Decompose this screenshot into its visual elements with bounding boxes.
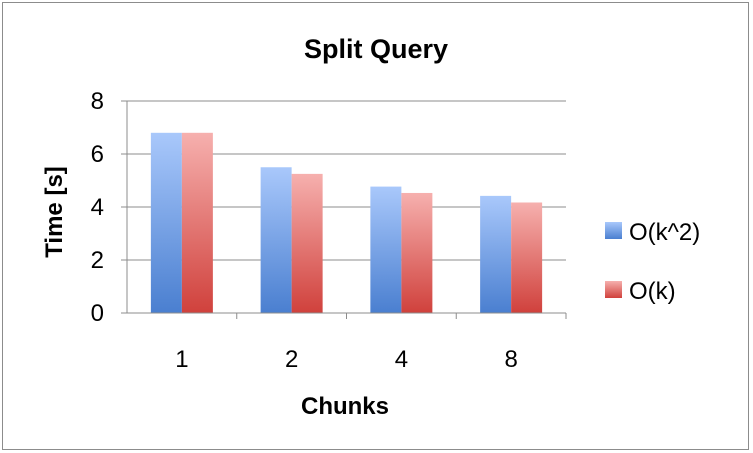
y-tick-label: 8 — [91, 88, 104, 115]
y-tick-label: 6 — [91, 141, 104, 168]
y-tick-labels: 0 2 4 6 8 — [91, 88, 104, 327]
legend-label: O(k^2) — [629, 219, 700, 246]
y-tick-label: 4 — [91, 194, 104, 221]
x-axis-title: Chunks — [301, 393, 389, 420]
x-tick-labels: 1 2 4 8 — [175, 346, 518, 373]
y-tick-label: 2 — [91, 247, 104, 274]
bars — [150, 132, 543, 313]
x-tick-label: 1 — [175, 346, 188, 373]
axes — [121, 100, 567, 319]
y-axis-title: Time [s] — [41, 166, 68, 258]
chart-title: Split Query — [304, 34, 448, 64]
bar-series1-8 — [480, 195, 512, 313]
x-tick-label: 4 — [395, 346, 408, 373]
bar-series2-1 — [181, 132, 213, 313]
bar-series1-1 — [150, 132, 182, 313]
bar-series1-2 — [260, 167, 292, 313]
x-tick-label: 8 — [504, 346, 517, 373]
legend: O(k^2) O(k) — [605, 219, 700, 305]
legend-label: O(k) — [629, 278, 676, 305]
bar-series2-8 — [511, 202, 543, 313]
bar-series1-4 — [370, 186, 402, 313]
y-tick-label: 0 — [91, 300, 104, 327]
legend-swatch — [605, 222, 622, 239]
bar-series2-4 — [401, 192, 433, 313]
x-tick-label: 2 — [285, 346, 298, 373]
bar-series2-2 — [291, 173, 323, 313]
legend-swatch — [605, 281, 622, 298]
